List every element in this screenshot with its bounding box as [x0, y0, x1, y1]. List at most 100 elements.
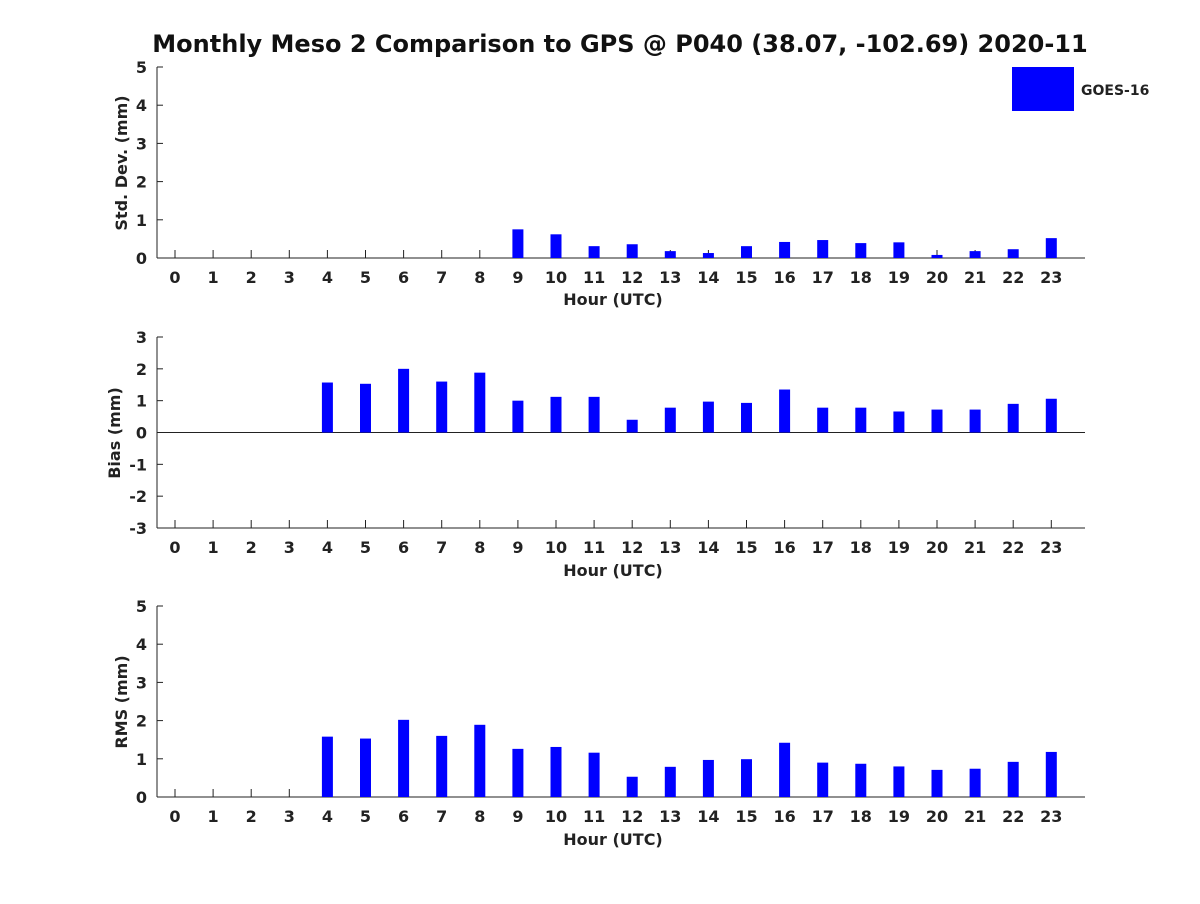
x-tick-label: 6 [398, 538, 409, 557]
x-tick-label: 9 [512, 538, 523, 557]
bar-hour-7 [436, 735, 448, 797]
y-tick-label: 3 [136, 328, 147, 347]
x-tick-label: 8 [474, 268, 485, 287]
bar-hour-10 [550, 746, 562, 797]
x-tick-label: 12 [621, 268, 643, 287]
bar-hour-14 [702, 759, 714, 797]
bar-hour-9 [512, 748, 524, 797]
bar-hour-23 [1045, 238, 1057, 258]
y-axis-title: Bias (mm) [105, 387, 124, 479]
x-tick-label: 3 [284, 807, 295, 826]
x-tick-label: 13 [659, 538, 681, 557]
x-tick-label: 10 [545, 807, 567, 826]
bar-hour-15 [741, 246, 752, 258]
bar-hour-20 [931, 769, 943, 797]
x-tick-label: 15 [735, 268, 757, 287]
bar-hour-21 [969, 251, 981, 258]
x-tick-label: 22 [1002, 538, 1024, 557]
x-tick-label: 1 [208, 268, 219, 287]
x-tick-label: 15 [735, 538, 757, 557]
bar-hour-18 [855, 407, 867, 433]
bar-hour-13 [664, 407, 676, 433]
x-tick-label: 11 [583, 268, 605, 287]
y-tick-label: 0 [136, 249, 147, 268]
y-tick-label: 1 [136, 392, 147, 411]
x-tick-label: 13 [659, 268, 681, 287]
bar-hour-5 [360, 383, 371, 433]
figure-title: Monthly Meso 2 Comparison to GPS @ P040 … [152, 30, 1088, 58]
x-tick-label: 6 [398, 807, 409, 826]
bar-hour-15 [741, 759, 752, 797]
bar-hour-22 [1007, 403, 1019, 433]
bar-hour-14 [702, 401, 714, 433]
y-tick-label: 3 [136, 134, 147, 153]
bar-hour-19 [893, 411, 905, 433]
x-tick-label: 16 [773, 538, 795, 557]
x-tick-label: 4 [322, 538, 333, 557]
bar-hour-8 [474, 372, 486, 433]
y-tick-label: 1 [136, 211, 147, 230]
bar-hour-17 [817, 762, 829, 797]
y-tick-label: 5 [136, 597, 147, 616]
x-tick-label: 18 [850, 538, 872, 557]
x-tick-label: 21 [964, 807, 986, 826]
x-tick-label: 14 [697, 268, 719, 287]
x-axis-title: Hour (UTC) [563, 830, 663, 849]
bar-hour-20 [931, 409, 943, 433]
bar-hour-17 [817, 407, 829, 433]
x-tick-label: 19 [888, 807, 910, 826]
bar-hour-12 [626, 776, 638, 797]
legend-swatch [1012, 67, 1074, 111]
bar-hour-20 [931, 254, 943, 258]
y-tick-label: 0 [136, 788, 147, 807]
y-tick-label: 5 [136, 58, 147, 77]
x-tick-label: 22 [1002, 268, 1024, 287]
x-tick-label: 7 [436, 268, 447, 287]
y-tick-label: 2 [136, 712, 147, 731]
x-tick-label: 7 [436, 807, 447, 826]
legend-label: GOES-16 [1081, 83, 1149, 99]
bar-hour-4 [321, 382, 333, 433]
bar-hour-4 [321, 736, 333, 797]
x-tick-label: 22 [1002, 807, 1024, 826]
bar-hour-13 [664, 251, 676, 258]
bar-hour-22 [1007, 249, 1019, 258]
x-tick-label: 3 [284, 268, 295, 287]
bar-hour-12 [626, 419, 638, 433]
bar-hour-9 [512, 229, 524, 258]
x-tick-label: 21 [964, 268, 986, 287]
x-tick-label: 0 [169, 807, 180, 826]
x-tick-label: 17 [812, 807, 834, 826]
x-tick-label: 10 [545, 538, 567, 557]
bar-hour-17 [817, 240, 829, 258]
bar-hour-23 [1045, 398, 1057, 433]
x-tick-label: 18 [850, 807, 872, 826]
y-tick-label: -3 [129, 519, 147, 538]
x-tick-label: 23 [1040, 807, 1062, 826]
bar-hour-11 [588, 752, 600, 797]
bar-hour-11 [588, 396, 600, 433]
x-tick-label: 14 [697, 538, 719, 557]
x-tick-label: 5 [360, 538, 371, 557]
x-tick-label: 15 [735, 807, 757, 826]
x-tick-label: 16 [773, 807, 795, 826]
x-tick-label: 8 [474, 807, 485, 826]
x-axis-title: Hour (UTC) [563, 290, 663, 309]
bar-hour-10 [550, 234, 562, 258]
bar-hour-18 [855, 763, 867, 797]
x-tick-label: 21 [964, 538, 986, 557]
x-tick-label: 2 [246, 538, 257, 557]
x-axis-title: Hour (UTC) [563, 561, 663, 580]
x-tick-label: 0 [169, 268, 180, 287]
x-tick-label: 17 [812, 538, 834, 557]
x-tick-label: 2 [246, 268, 257, 287]
x-tick-label: 2 [246, 807, 257, 826]
x-tick-label: 19 [888, 538, 910, 557]
x-tick-label: 18 [850, 268, 872, 287]
bar-hour-19 [893, 766, 905, 797]
y-tick-label: 4 [136, 96, 147, 115]
x-tick-label: 5 [360, 807, 371, 826]
